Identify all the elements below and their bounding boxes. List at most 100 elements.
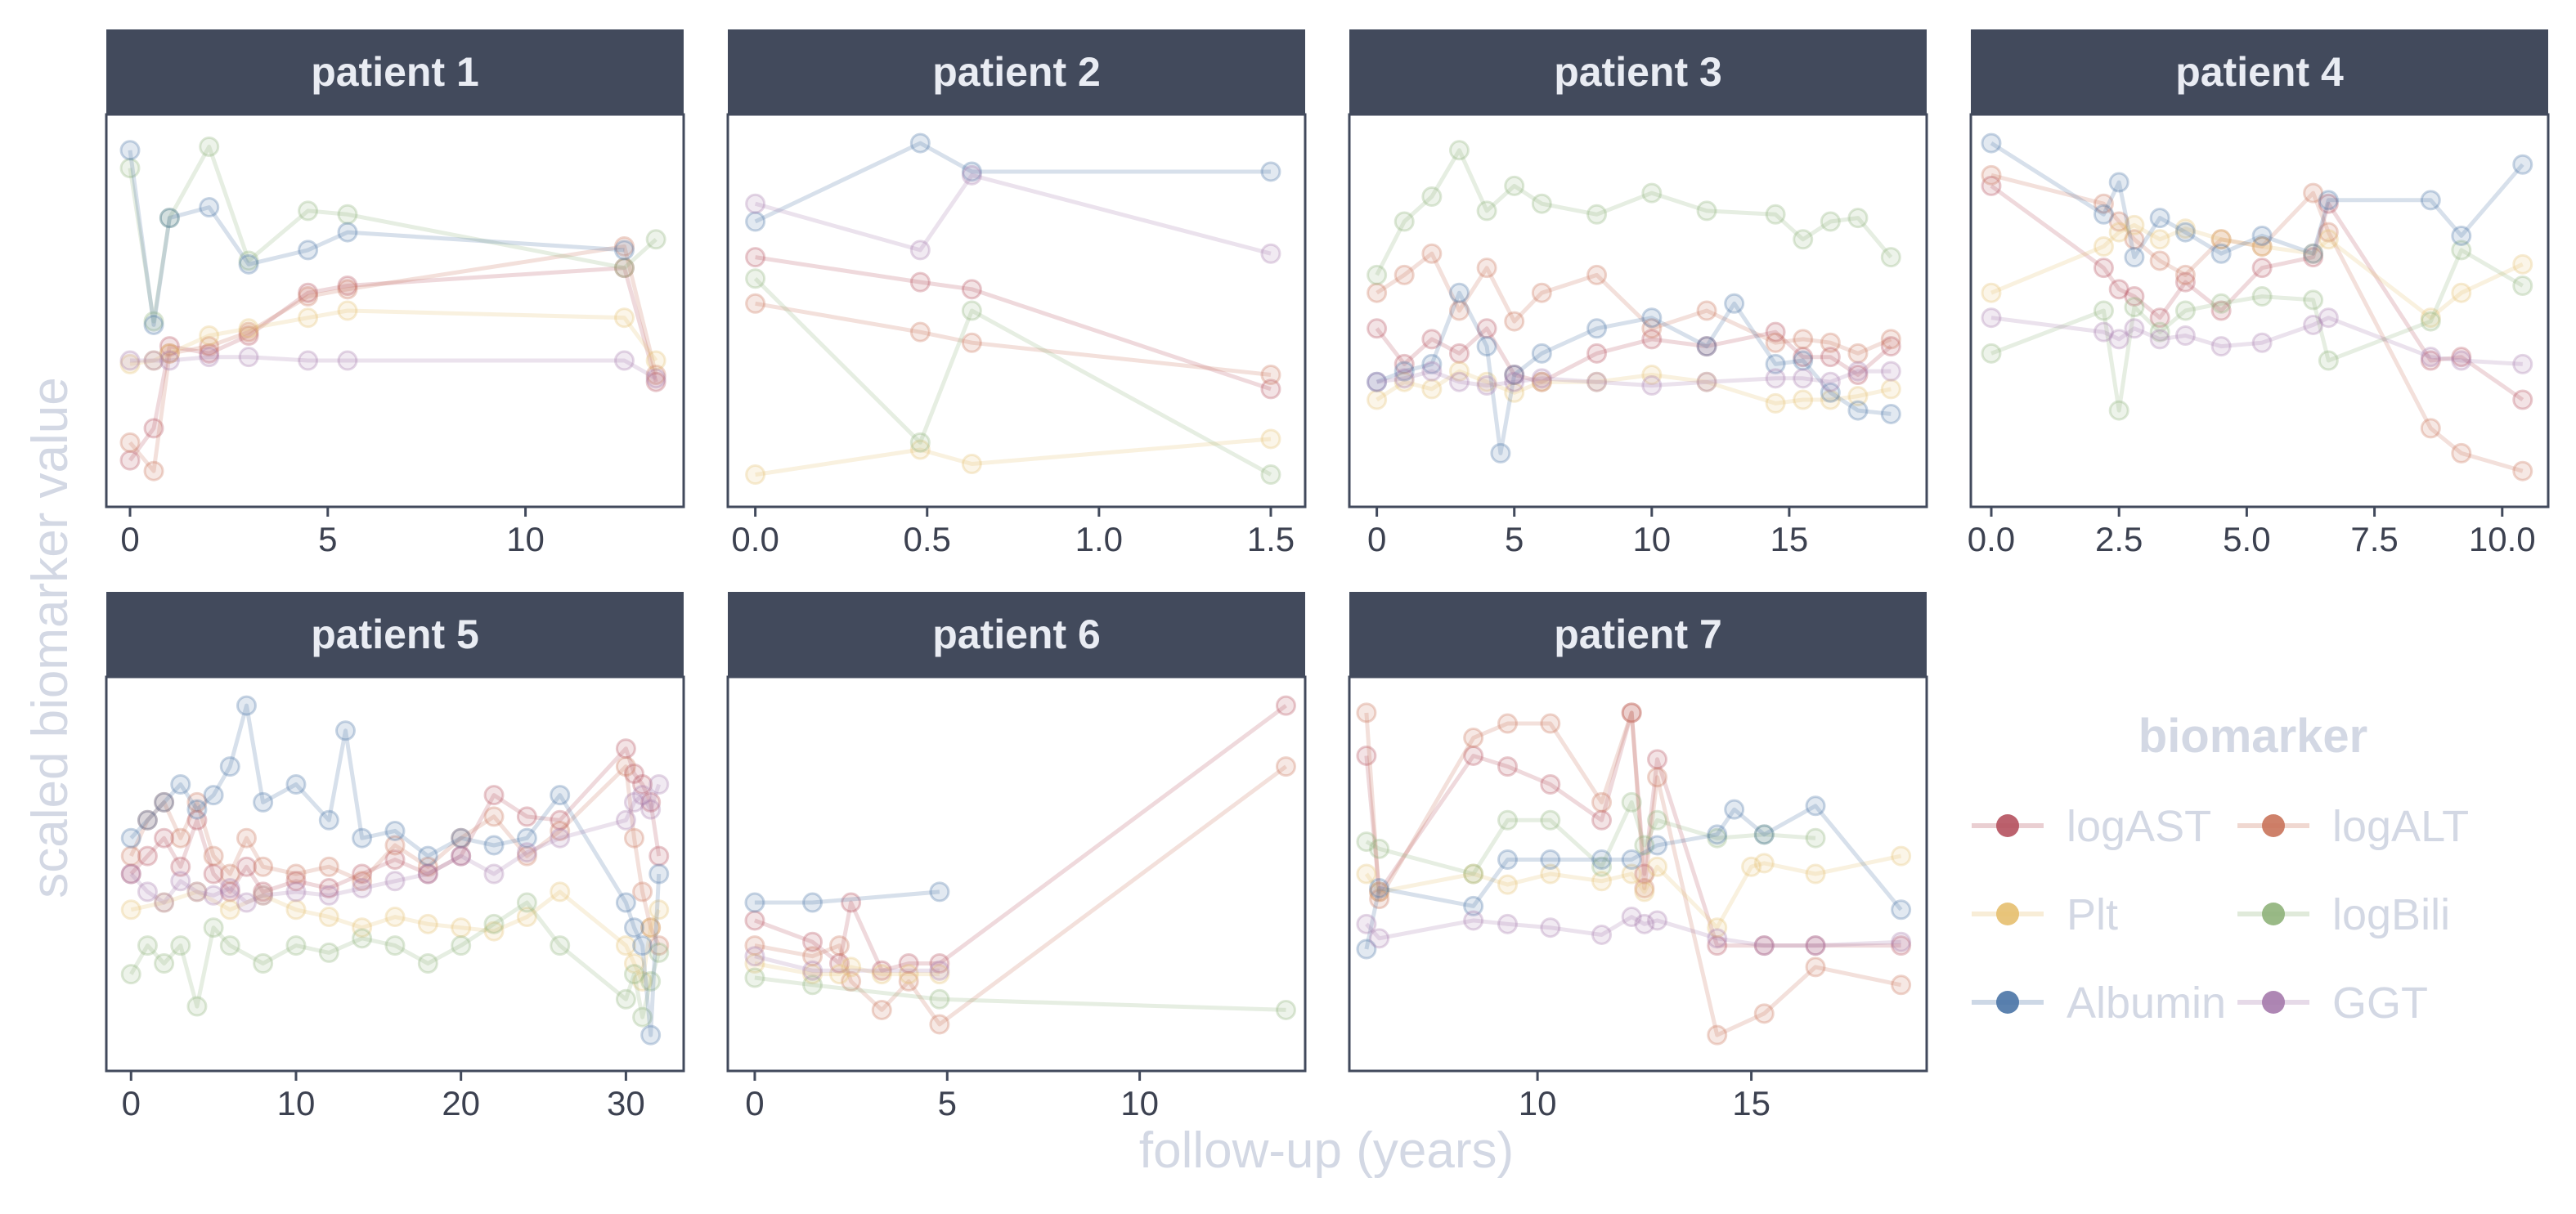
data-point (1891, 974, 1912, 996)
data-point (1621, 849, 1642, 870)
data-point (352, 871, 373, 892)
data-point (1356, 702, 1377, 723)
data-point (1540, 917, 1561, 938)
data-point (516, 806, 537, 827)
data-point (2251, 258, 2273, 279)
data-point (143, 460, 164, 482)
data-point (1634, 878, 1655, 899)
data-point (613, 258, 635, 279)
data-point (1421, 329, 1443, 350)
data-point (1367, 264, 1388, 285)
series-line (1376, 251, 1892, 356)
series-line (1375, 148, 1893, 276)
data-point (2174, 218, 2196, 240)
data-point (451, 845, 472, 867)
data-point (1820, 347, 1841, 368)
data-point (1591, 871, 1613, 892)
data-point (120, 845, 141, 867)
data-point (2149, 321, 2170, 343)
series-logast (120, 738, 670, 903)
data-point (238, 347, 259, 368)
data-point (909, 132, 931, 154)
data-point (613, 258, 635, 279)
data-point (802, 964, 824, 985)
panel-patient-7: patient 7 10 15 (1348, 592, 1928, 1122)
series-ggt (745, 164, 1281, 264)
data-point (1393, 211, 1415, 232)
data-point (613, 236, 635, 258)
x-tick-label: 5 (1505, 520, 1524, 558)
data-point (909, 240, 931, 261)
series-logast (1981, 175, 2533, 410)
data-point (1981, 164, 2002, 186)
series-plt (119, 300, 666, 374)
data-point (1497, 809, 1518, 831)
data-point (2420, 418, 2441, 439)
data-point (1820, 332, 1841, 353)
data-point (2318, 307, 2339, 329)
data-point (1765, 332, 1786, 353)
data-point (1531, 371, 1552, 392)
series-albumin (744, 881, 950, 913)
y-axis-title: scaled biomarker value (22, 377, 79, 898)
panel-patient-1: patient 1 0 5 10 (105, 29, 685, 558)
data-point (1476, 375, 1497, 396)
series-line (128, 266, 658, 462)
series-line (1364, 710, 1901, 948)
data-point (1765, 204, 1786, 225)
data-point (550, 827, 571, 849)
x-tick-label: 20 (442, 1084, 480, 1122)
data-point (2124, 297, 2145, 318)
legend-label: logBili (2332, 890, 2450, 939)
data-point (285, 935, 307, 956)
data-point (1504, 364, 1525, 385)
data-point (898, 953, 919, 974)
data-point (2451, 442, 2472, 464)
x-tick-label: 15 (1732, 1084, 1770, 1122)
data-point (1275, 695, 1296, 716)
series-logalt (119, 236, 666, 482)
series-line (128, 144, 657, 324)
series-line (754, 141, 1271, 224)
data-point (1591, 856, 1613, 877)
data-point (1847, 400, 1869, 421)
data-point (615, 809, 636, 831)
data-point (1586, 371, 1608, 392)
data-point (2303, 289, 2324, 311)
data-point (929, 964, 950, 985)
data-point (219, 881, 240, 903)
data-point (2093, 258, 2114, 279)
panel-strip (728, 29, 1305, 114)
data-point (929, 960, 950, 981)
panel-title: patient 4 (2175, 49, 2344, 95)
series-line (1376, 290, 1892, 455)
data-point (2210, 229, 2232, 250)
series-ggt (1981, 307, 2533, 374)
plot-area (1348, 675, 1928, 1073)
data-point (318, 942, 339, 963)
data-point (236, 827, 257, 849)
data-point (1393, 368, 1415, 389)
data-point (143, 350, 164, 371)
data-point (159, 350, 180, 371)
data-point (159, 343, 180, 364)
data-point (1591, 849, 1613, 870)
data-point (1647, 767, 1668, 788)
data-point (120, 863, 141, 885)
data-point (1891, 931, 1912, 952)
data-point (143, 418, 164, 439)
panel-title: patient 5 (311, 611, 479, 657)
data-point (640, 917, 662, 938)
data-point (1647, 749, 1668, 770)
data-point (1621, 702, 1642, 723)
series-ggt (1356, 907, 1912, 956)
panel-patient-2: patient 2 0.0 0.5 1.0 1.5 (726, 29, 1307, 558)
data-point (119, 158, 141, 179)
data-point (1634, 863, 1655, 885)
data-point (451, 917, 472, 938)
data-point (159, 208, 180, 229)
data-point (285, 881, 307, 903)
series-albumin (119, 140, 635, 335)
series-ggt (120, 774, 670, 913)
